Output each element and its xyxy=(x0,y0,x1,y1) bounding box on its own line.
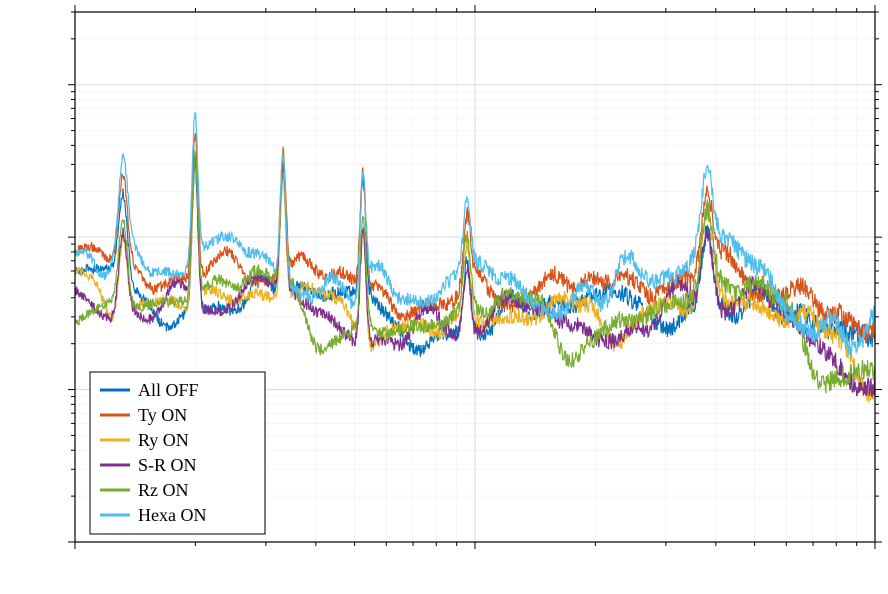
legend: All OFF Ty ON Ry ON S-R ON Rz ON Hexa ON xyxy=(90,372,265,534)
legend-label: Hexa ON xyxy=(138,505,206,525)
legend-label: Rz ON xyxy=(138,480,189,500)
legend-label: All OFF xyxy=(138,380,199,400)
chart-svg: All OFF Ty ON Ry ON S-R ON Rz ON Hexa ON xyxy=(0,0,888,594)
spectral-chart: All OFF Ty ON Ry ON S-R ON Rz ON Hexa ON xyxy=(0,0,888,594)
legend-label: Ry ON xyxy=(138,430,189,450)
legend-label: Ty ON xyxy=(138,405,187,425)
legend-label: S-R ON xyxy=(138,455,197,475)
